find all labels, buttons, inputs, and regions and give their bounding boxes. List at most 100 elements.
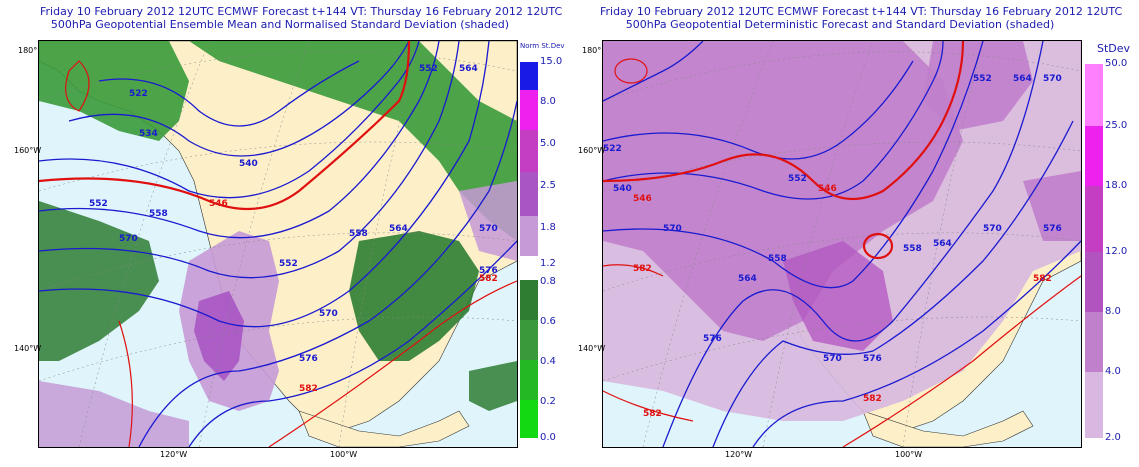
contour-label-left-552: 552 (89, 199, 108, 209)
contour-label-right-552c: 552 (973, 74, 992, 84)
contour-label-left-558b: 558 (349, 229, 368, 239)
contour-label-right-558: 558 (768, 254, 787, 264)
contour-label-right-540: 540 (613, 184, 632, 194)
contour-label-right-552: 552 (788, 174, 807, 184)
right-contour-labels: 522 540 570 552 558 564 576 558 564 570 … (603, 74, 1062, 364)
contour-label-left-564: 564 (389, 224, 408, 234)
green-shade-northwest (39, 41, 189, 141)
right-cbar-tick: 2.0 (1105, 432, 1121, 443)
right-deterministic-map: 522 540 570 552 558 564 576 558 564 570 … (602, 40, 1082, 448)
right-map-canvas: 522 540 570 552 558 564 576 558 564 570 … (603, 41, 1081, 447)
left-lat-label-180: 180° (18, 46, 38, 55)
left-cbar-tick: 5.0 (540, 138, 556, 149)
right-cbar-seg-50 (1085, 64, 1103, 126)
left-cbar-seg-25 (520, 172, 538, 216)
contour-label-left-582: 582 (479, 274, 498, 284)
central-america-land (862, 410, 1034, 447)
right-cbar-tick: 18.0 (1105, 180, 1128, 191)
left-cbar-seg-18 (520, 216, 538, 256)
left-cbar-seg-02 (520, 400, 538, 438)
right-red-labels: 546 546 582 582 582 582 (633, 184, 1052, 419)
contour-label-right-582: 582 (633, 264, 652, 274)
contour-label-left-582b: 582 (299, 384, 318, 394)
left-lat-label-160w: 160°W (14, 146, 42, 155)
left-cbar-seg-5 (520, 130, 538, 172)
left-red-labels: 546 582 582 (209, 199, 498, 394)
left-lat-label-140w: 140°W (14, 344, 42, 353)
right-lon-label-100w: 100°W (895, 450, 923, 459)
purple-shade-southwest (39, 381, 189, 447)
right-map-title: Friday 10 February 2012 12UTC ECMWF Fore… (600, 5, 1123, 31)
left-cbar-tick: 0.0 (540, 432, 556, 443)
left-cbar-seg-04 (520, 360, 538, 400)
left-cbar-tick: 0.4 (540, 356, 556, 367)
green-shade-south (349, 231, 479, 361)
contour-label-right-558b: 558 (903, 244, 922, 254)
contour-label-left-540: 540 (239, 159, 258, 169)
green-shade-southeast (469, 361, 517, 411)
right-cbar-seg-25 (1085, 126, 1103, 186)
green-shade-west (39, 201, 159, 361)
contour-label-left-576b: 576 (479, 266, 498, 276)
contour-label-right-582d: 582 (643, 409, 662, 419)
contour-label-left-534: 534 (139, 129, 158, 139)
contour-label-right-570d: 570 (1043, 74, 1062, 84)
contour-label-left-552c: 552 (419, 64, 438, 74)
right-colorbar: StDev 50.0 25.0 18.0 12.0 8.0 4.0 2.0 (1085, 42, 1139, 443)
contour-label-left-570b: 570 (319, 309, 338, 319)
purple-shade-ne (923, 41, 1033, 131)
left-map-title: Friday 10 February 2012 12UTC ECMWF Fore… (40, 5, 563, 31)
right-colorbar-title: StDev (1097, 42, 1131, 55)
contour-label-right-564c: 564 (1013, 74, 1032, 84)
left-cbar-tick: 8.0 (540, 96, 556, 107)
right-lon-label-120w: 120°W (725, 450, 753, 459)
left-title-line1: Friday 10 February 2012 12UTC ECMWF Fore… (40, 5, 563, 18)
graticule (39, 41, 517, 447)
contour-label-left-570c: 570 (479, 224, 498, 234)
central-america-land (298, 410, 470, 447)
left-cbar-tick: 0.8 (540, 276, 556, 287)
contour-label-left-546: 546 (209, 199, 228, 209)
contour-label-right-570c: 570 (823, 354, 842, 364)
right-title-line1: Friday 10 February 2012 12UTC ECMWF Fore… (600, 5, 1123, 18)
left-cbar-seg-06 (520, 320, 538, 360)
left-contour-labels: 522 534 540 552 558 570 552 558 564 570 … (89, 64, 498, 364)
right-cbar-seg-4 (1085, 372, 1103, 438)
red-contours (39, 41, 411, 211)
right-lat-label-180: 180° (582, 46, 602, 55)
red-contours (603, 41, 965, 260)
left-cbar-seg-8 (520, 90, 538, 130)
right-cbar-tick: 4.0 (1105, 366, 1121, 377)
left-cbar-seg-15 (520, 62, 538, 90)
contour-label-left-564b: 564 (459, 64, 478, 74)
left-cbar-tick: 1.2 (540, 258, 556, 269)
green-shade-north (189, 41, 517, 241)
purple-shade-east (459, 181, 517, 261)
left-cbar-tick: 1.8 (540, 222, 556, 233)
contour-label-right-546: 546 (633, 194, 652, 204)
right-cbar-seg-8 (1085, 312, 1103, 372)
contour-label-right-546b: 546 (818, 184, 837, 194)
purple-shade-mid (603, 41, 963, 341)
contour-label-right-564: 564 (738, 274, 757, 284)
contour-label-right-576c: 576 (863, 354, 882, 364)
red-thin-contours (603, 58, 1081, 447)
left-cbar-tick: 0.2 (540, 396, 556, 407)
left-lon-label-100w: 100°W (330, 450, 358, 459)
contour-label-right-570: 570 (663, 224, 682, 234)
right-title-line2: 500hPa Geopotential Deterministic Foreca… (625, 18, 1055, 31)
left-colorbar-title: Norm St.Dev (520, 42, 565, 50)
right-cbar-tick: 12.0 (1105, 246, 1128, 257)
contour-label-right-582b: 582 (1033, 274, 1052, 284)
contour-label-left-552b: 552 (279, 259, 298, 269)
blue-contours (603, 41, 1081, 447)
contour-label-left-576: 576 (299, 354, 318, 364)
right-cbar-seg-12 (1085, 252, 1103, 312)
blue-contours (39, 41, 517, 447)
left-ensemble-map: 522 534 540 552 558 570 552 558 564 570 … (38, 40, 518, 448)
contour-label-right-570b: 570 (983, 224, 1002, 234)
contour-label-right-582c: 582 (863, 394, 882, 404)
contour-label-right-576b: 576 (1043, 224, 1062, 234)
left-colorbar: Norm St.Dev 15.0 8.0 5.0 2.5 1.8 1.2 0.8… (520, 42, 570, 443)
right-cbar-tick: 50.0 (1105, 58, 1128, 69)
